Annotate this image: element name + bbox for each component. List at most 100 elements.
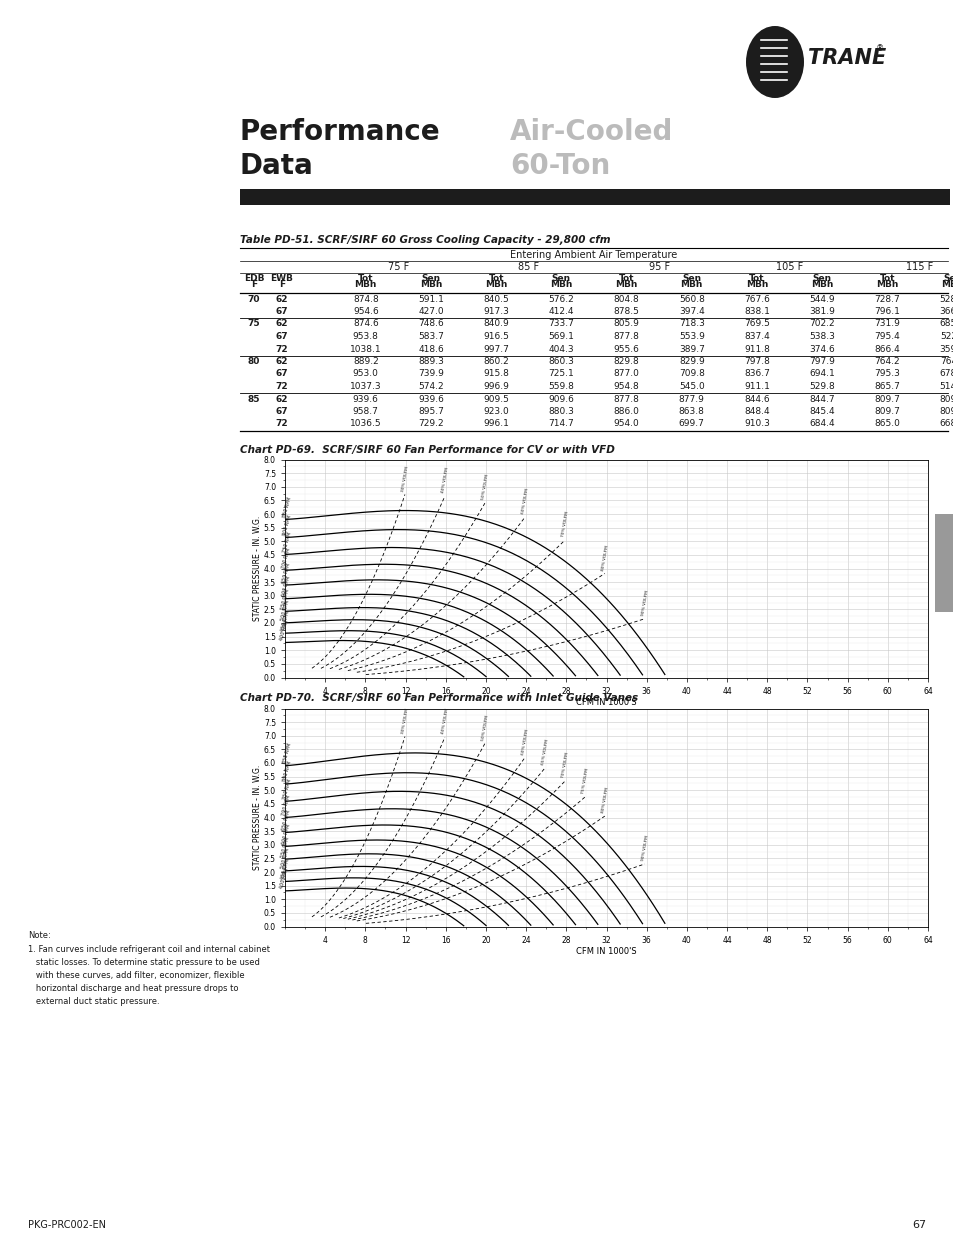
Text: 412.4: 412.4 bbox=[548, 308, 574, 316]
Text: 800 RPM: 800 RPM bbox=[282, 761, 293, 783]
Text: 560.8: 560.8 bbox=[679, 294, 704, 304]
Text: 700 RPM: 700 RPM bbox=[281, 794, 292, 816]
Text: 796.1: 796.1 bbox=[874, 308, 900, 316]
X-axis label: CFM IN 1000'S: CFM IN 1000'S bbox=[576, 947, 637, 956]
Text: Note:
1. Fan curves include refrigerant coil and internal cabinet
   static loss: Note: 1. Fan curves include refrigerant … bbox=[28, 931, 270, 1007]
Text: 685.6: 685.6 bbox=[939, 320, 953, 329]
Text: 40% VOLFM: 40% VOLFM bbox=[440, 467, 449, 493]
Text: 62: 62 bbox=[275, 294, 288, 304]
Text: Tot: Tot bbox=[879, 274, 894, 283]
Text: 917.3: 917.3 bbox=[483, 308, 509, 316]
Text: 30% VOLFM: 30% VOLFM bbox=[400, 466, 409, 492]
Text: 954.8: 954.8 bbox=[613, 382, 639, 391]
Text: 909.5: 909.5 bbox=[483, 394, 509, 404]
Text: MBh: MBh bbox=[355, 280, 376, 289]
Text: Data: Data bbox=[240, 152, 314, 180]
Text: 500 RPM: 500 RPM bbox=[280, 600, 291, 621]
Text: 85 F: 85 F bbox=[517, 262, 538, 272]
Text: 748.6: 748.6 bbox=[417, 320, 443, 329]
Text: 954.0: 954.0 bbox=[613, 420, 639, 429]
Text: 764.3: 764.3 bbox=[939, 357, 953, 366]
Text: 809.8: 809.8 bbox=[939, 394, 953, 404]
Text: 62: 62 bbox=[275, 320, 288, 329]
Text: 804.8: 804.8 bbox=[613, 294, 639, 304]
Text: 545.0: 545.0 bbox=[679, 382, 704, 391]
Text: 30% VOLFM: 30% VOLFM bbox=[400, 708, 409, 734]
Text: 450 RPM: 450 RPM bbox=[279, 858, 290, 881]
Text: Tot: Tot bbox=[618, 274, 634, 283]
Text: 728.7: 728.7 bbox=[874, 294, 900, 304]
Text: 809.7: 809.7 bbox=[874, 408, 900, 416]
Text: 700 RPM: 700 RPM bbox=[281, 547, 292, 569]
Text: EWB: EWB bbox=[271, 274, 294, 283]
Text: 800 RPM: 800 RPM bbox=[282, 514, 293, 536]
Text: 514.1: 514.1 bbox=[939, 382, 953, 391]
Text: 953.0: 953.0 bbox=[353, 369, 378, 378]
Text: 591.1: 591.1 bbox=[417, 294, 443, 304]
Text: 600 RPM: 600 RPM bbox=[280, 824, 291, 845]
Text: 750 RPM: 750 RPM bbox=[281, 531, 292, 553]
Text: 500 RPM: 500 RPM bbox=[280, 847, 291, 869]
Text: 1038.1: 1038.1 bbox=[350, 345, 381, 353]
Text: 559.8: 559.8 bbox=[548, 382, 574, 391]
Text: MBh: MBh bbox=[419, 280, 442, 289]
Text: Sen: Sen bbox=[812, 274, 831, 283]
Text: 60% VOLFM: 60% VOLFM bbox=[520, 488, 529, 515]
Text: 837.4: 837.4 bbox=[743, 332, 769, 341]
Text: 40% VOLFM: 40% VOLFM bbox=[440, 708, 449, 735]
Text: 72: 72 bbox=[275, 420, 288, 429]
Text: 996.1: 996.1 bbox=[483, 420, 509, 429]
Text: 878.5: 878.5 bbox=[613, 308, 639, 316]
Text: 60% VOLFM: 60% VOLFM bbox=[520, 729, 529, 755]
Text: 996.9: 996.9 bbox=[483, 382, 509, 391]
Text: Sen: Sen bbox=[421, 274, 440, 283]
Text: 877.0: 877.0 bbox=[613, 369, 639, 378]
Text: 910.3: 910.3 bbox=[743, 420, 769, 429]
Text: 709.8: 709.8 bbox=[679, 369, 704, 378]
Text: 809.7: 809.7 bbox=[874, 394, 900, 404]
Text: 70% VOLFM: 70% VOLFM bbox=[560, 752, 568, 778]
Text: 739.9: 739.9 bbox=[417, 369, 443, 378]
Text: 850 RPM: 850 RPM bbox=[282, 742, 293, 764]
Text: 955.6: 955.6 bbox=[613, 345, 639, 353]
Text: 809.8: 809.8 bbox=[939, 408, 953, 416]
Text: MBh: MBh bbox=[941, 280, 953, 289]
Text: 848.4: 848.4 bbox=[743, 408, 769, 416]
Text: 840.9: 840.9 bbox=[483, 320, 509, 329]
Text: 844.6: 844.6 bbox=[743, 394, 769, 404]
Text: 72: 72 bbox=[275, 382, 288, 391]
Text: Sen: Sen bbox=[681, 274, 700, 283]
Text: 650 RPM: 650 RPM bbox=[281, 809, 292, 831]
Text: 877.8: 877.8 bbox=[613, 332, 639, 341]
Text: 400 RPM: 400 RPM bbox=[279, 620, 290, 641]
Text: 50% VOLFM: 50% VOLFM bbox=[480, 715, 489, 741]
Text: 889.3: 889.3 bbox=[417, 357, 443, 366]
Text: 583.7: 583.7 bbox=[417, 332, 443, 341]
Text: 714.7: 714.7 bbox=[548, 420, 574, 429]
Text: 65% VOLFM: 65% VOLFM bbox=[540, 739, 549, 766]
Text: 805.9: 805.9 bbox=[613, 320, 639, 329]
Text: 600 RPM: 600 RPM bbox=[280, 576, 291, 598]
Text: 877.9: 877.9 bbox=[679, 394, 704, 404]
Text: F: F bbox=[251, 280, 256, 289]
Text: 115 F: 115 F bbox=[905, 262, 933, 272]
Text: 72: 72 bbox=[275, 345, 288, 353]
Text: 70% VOLFM: 70% VOLFM bbox=[560, 511, 568, 537]
Text: 958.7: 958.7 bbox=[353, 408, 378, 416]
Text: 404.3: 404.3 bbox=[548, 345, 574, 353]
Text: 574.2: 574.2 bbox=[417, 382, 443, 391]
Text: 915.8: 915.8 bbox=[483, 369, 509, 378]
Text: 67: 67 bbox=[275, 308, 288, 316]
Text: 880.3: 880.3 bbox=[548, 408, 574, 416]
Text: MBh: MBh bbox=[484, 280, 507, 289]
Text: 576.2: 576.2 bbox=[548, 294, 574, 304]
Text: 569.1: 569.1 bbox=[548, 332, 574, 341]
Text: 550 RPM: 550 RPM bbox=[280, 836, 291, 858]
Text: 699.7: 699.7 bbox=[679, 420, 704, 429]
Text: Tot: Tot bbox=[357, 274, 374, 283]
Text: 60-Ton: 60-Ton bbox=[510, 152, 610, 180]
Text: 67: 67 bbox=[275, 408, 288, 416]
Text: 75: 75 bbox=[248, 320, 260, 329]
Text: 95 F: 95 F bbox=[648, 262, 669, 272]
Text: 718.3: 718.3 bbox=[679, 320, 704, 329]
